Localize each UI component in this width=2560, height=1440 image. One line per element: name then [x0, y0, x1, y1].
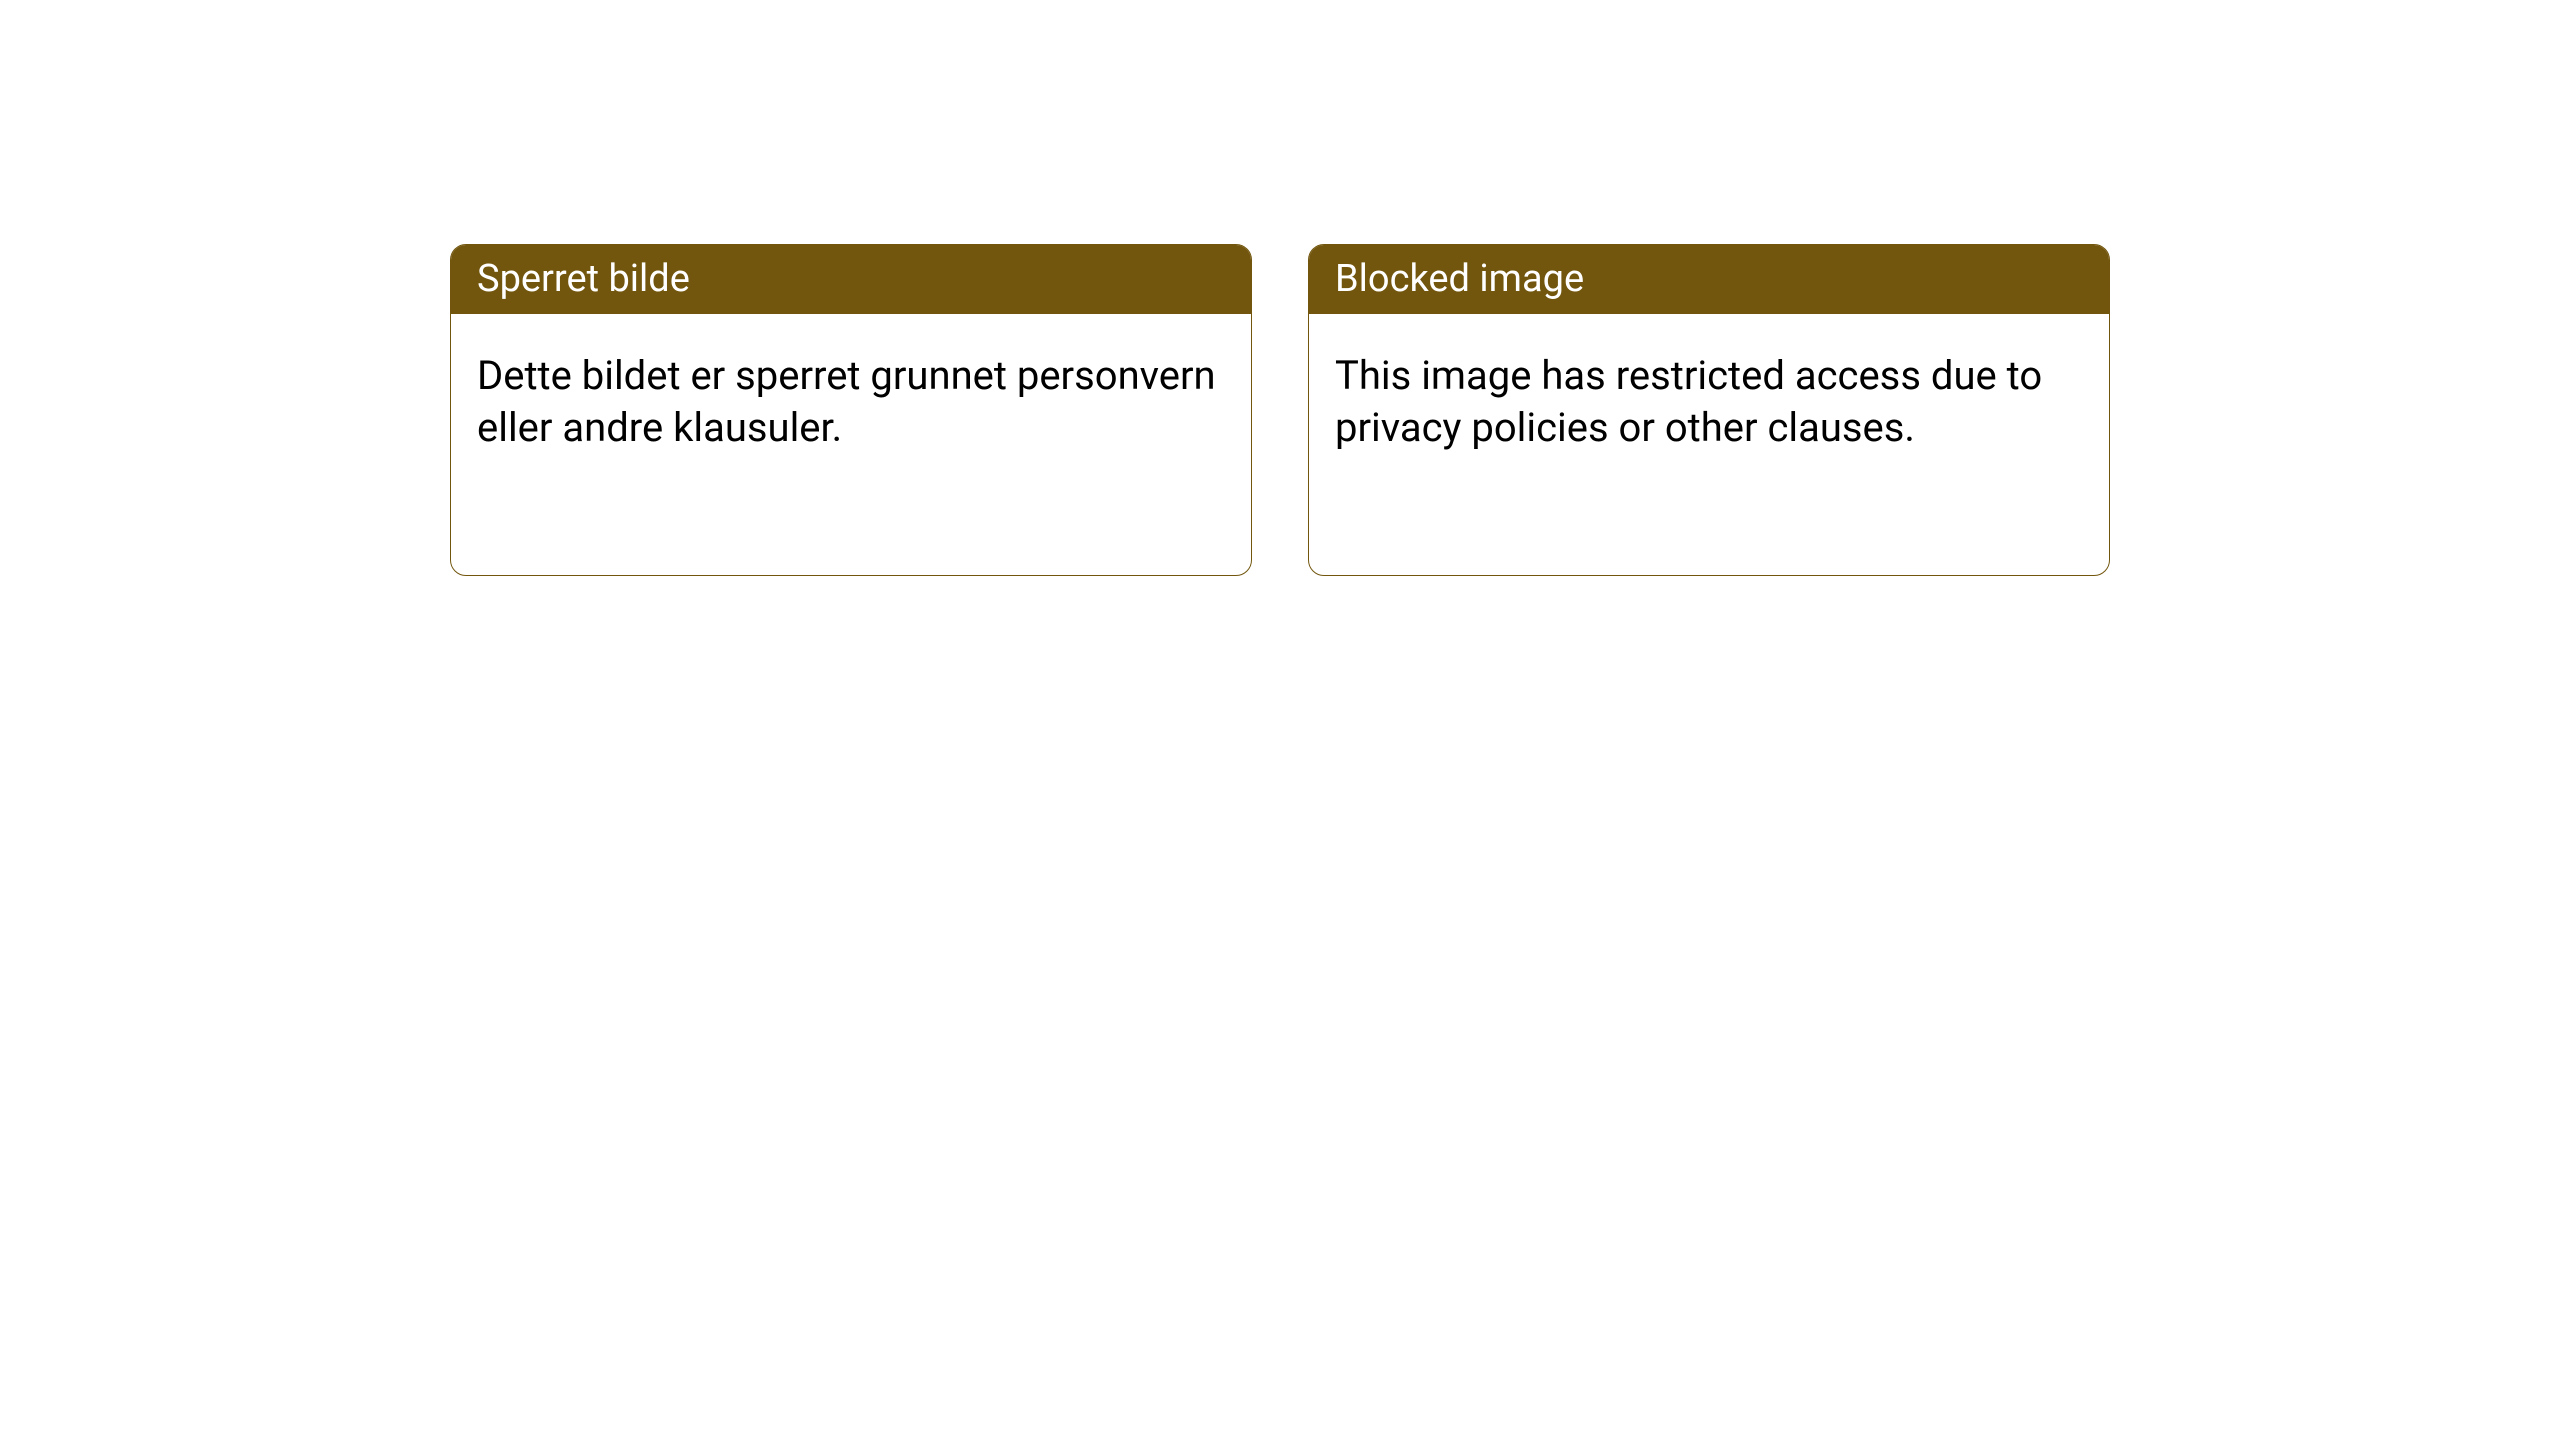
notice-body-text-no: Dette bildet er sperret grunnet personve… — [477, 352, 1216, 451]
notice-card-en: Blocked image This image has restricted … — [1308, 244, 2110, 576]
notice-card-body-no: Dette bildet er sperret grunnet personve… — [451, 314, 1251, 490]
notice-title-en: Blocked image — [1335, 257, 1584, 301]
notice-title-no: Sperret bilde — [477, 257, 690, 301]
notice-body-text-en: This image has restricted access due to … — [1335, 352, 2042, 451]
notice-cards-container: Sperret bilde Dette bildet er sperret gr… — [0, 0, 2560, 576]
notice-card-body-en: This image has restricted access due to … — [1309, 314, 2109, 490]
notice-card-no: Sperret bilde Dette bildet er sperret gr… — [450, 244, 1252, 576]
notice-card-header-en: Blocked image — [1309, 245, 2109, 314]
notice-card-header-no: Sperret bilde — [451, 245, 1251, 314]
